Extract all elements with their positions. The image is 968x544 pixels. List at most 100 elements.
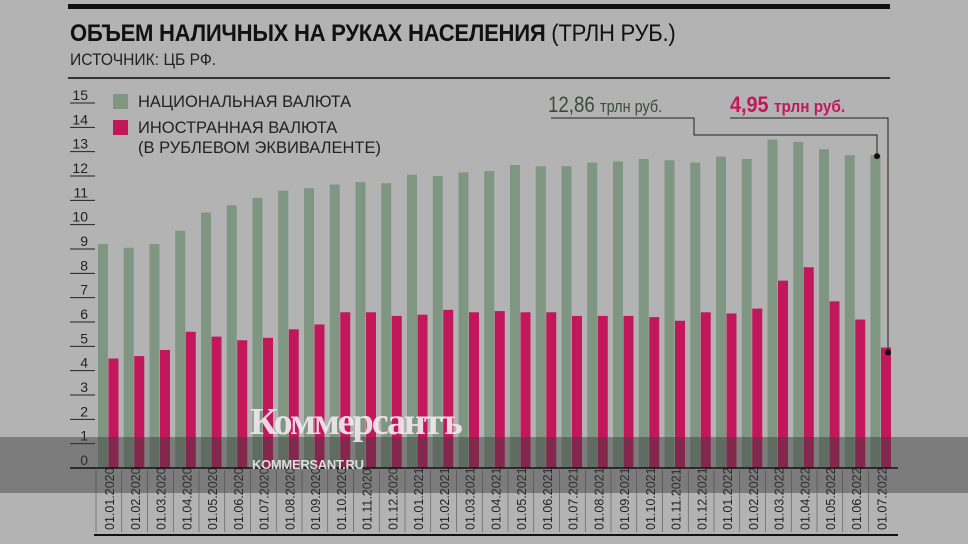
bar-foreign (108, 358, 119, 468)
legend-label-foreign: ИНОСТРАННАЯ ВАЛЮТА (В РУБЛЕВОМ ЭКВИВАЛЕНТ… (138, 119, 381, 157)
bar-national (175, 230, 186, 468)
x-tick-label: 01.04.2020 (180, 467, 194, 530)
x-tick-label: 01.12.2021 (695, 467, 709, 530)
bar-national (278, 190, 289, 468)
bar-national (690, 162, 701, 468)
leader-foreign (730, 117, 889, 353)
y-tick-label: 10 (72, 209, 88, 225)
point-foreign (885, 349, 891, 356)
bar-national (510, 165, 520, 469)
bar-national (741, 158, 752, 468)
bar-foreign (855, 319, 866, 468)
x-tick-label: 01.11.2020 (361, 468, 375, 530)
y-tick-label: 5 (80, 330, 88, 346)
bar-foreign (160, 349, 170, 468)
bar-national (304, 188, 314, 468)
bar-foreign (288, 329, 299, 468)
chart-title-unit: (ТРЛН РУБ.) (551, 20, 676, 47)
x-tick-label: 01.08.2021 (592, 467, 606, 530)
y-tick-label: 12 (72, 160, 88, 176)
bar-foreign (881, 347, 891, 468)
x-tick-label: 01.08.2020 (283, 467, 297, 530)
bar-foreign (520, 312, 531, 468)
bar-foreign (237, 340, 248, 468)
y-tick-label: 4 (80, 355, 88, 371)
bar-national (870, 155, 881, 468)
bar-national (407, 174, 417, 469)
leader-national (551, 117, 878, 157)
bar-national (587, 162, 598, 468)
y-tick-label: 2 (80, 403, 88, 419)
bar-foreign (134, 356, 145, 468)
bar-national (561, 166, 572, 468)
bar-foreign (366, 312, 376, 468)
bar-foreign (494, 311, 505, 468)
bar-foreign (700, 312, 711, 468)
x-tick-label: 01.05.2021 (515, 467, 529, 530)
bar-national (664, 160, 675, 468)
y-tick-label: 6 (80, 306, 88, 322)
bar-foreign (803, 267, 814, 468)
bar-national (793, 141, 804, 468)
x-tick-label: 01.03.2021 (464, 467, 478, 530)
top-rule (68, 4, 890, 9)
x-tick-label: 01.04.2022 (798, 467, 812, 530)
x-tick-label: 01.07.2020 (258, 467, 272, 530)
x-tick-label: 01.11.2021 (670, 468, 684, 530)
bar-national (458, 172, 469, 468)
x-tick-label: 01.06.2022 (850, 467, 864, 530)
bar-foreign (443, 309, 454, 468)
legend-label-national: НАЦИОНАЛЬНАЯ ВАЛЮТА (138, 93, 352, 111)
y-tick-label: 13 (72, 136, 88, 152)
bar-national (613, 161, 623, 468)
bar-foreign (778, 280, 788, 468)
bar-foreign (597, 315, 608, 468)
bar-foreign (572, 315, 582, 468)
bar-foreign (469, 312, 479, 468)
bar-national (149, 244, 160, 468)
legend-swatch-national (113, 94, 128, 109)
x-tick-label: 01.06.2020 (232, 467, 246, 530)
x-tick-label: 01.01.2021 (412, 467, 426, 530)
watermark-logo: Коммерсантъ (250, 401, 463, 443)
x-tick-label: 01.02.2021 (438, 467, 452, 530)
bar-foreign (546, 312, 557, 468)
bar-national (123, 247, 134, 468)
x-tick-label: 01.10.2020 (335, 467, 349, 530)
chart-source: ИСТОЧНИК: ЦБ РФ. (70, 50, 217, 69)
bar-national (484, 171, 495, 468)
legend: НАЦИОНАЛЬНАЯ ВАЛЮТА ИНОСТРАННАЯ ВАЛЮТА (В… (113, 92, 381, 164)
annotation-foreign: 4,95 трлн руб. (730, 92, 846, 117)
x-tick-label: 01.09.2020 (309, 467, 323, 530)
bar-national (844, 155, 855, 469)
x-tick-label: 01.02.2020 (129, 467, 143, 530)
y-tick-label: 14 (72, 111, 88, 127)
x-tick-label: 01.06.2021 (541, 467, 555, 530)
x-tick-label: 01.12.2020 (386, 467, 400, 530)
bar-national (252, 197, 263, 468)
bar-foreign (752, 308, 763, 468)
bar-national (381, 183, 392, 469)
x-tick-label: 01.03.2020 (155, 467, 169, 530)
y-tick-label: 3 (80, 379, 88, 395)
bar-foreign (185, 331, 196, 468)
legend-swatch-foreign (113, 120, 128, 135)
point-national (874, 153, 880, 160)
y-tick-label: 7 (80, 282, 88, 298)
bar-national (819, 149, 829, 468)
y-tick-label: 9 (80, 233, 88, 249)
x-tick-label: 01.07.2022 (876, 467, 890, 530)
y-tick-label: 11 (73, 184, 88, 200)
legend-item-national: НАЦИОНАЛЬНАЯ ВАЛЮТА (113, 92, 381, 112)
y-tick-label: 0 (80, 452, 88, 468)
bar-national (638, 158, 649, 468)
bar-foreign (314, 324, 325, 468)
bar-foreign (623, 315, 634, 468)
bar-foreign (417, 314, 428, 468)
legend-item-foreign: ИНОСТРАННАЯ ВАЛЮТА (В РУБЛЕВОМ ЭКВИВАЛЕНТ… (113, 118, 381, 158)
y-tick-label: 1 (80, 428, 88, 444)
annotation-national: 12,86 трлн руб. (548, 92, 663, 117)
bar-national (535, 166, 546, 468)
bar-national (329, 184, 340, 468)
